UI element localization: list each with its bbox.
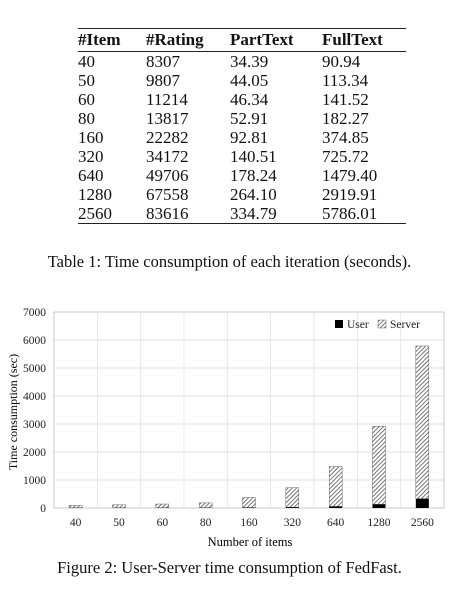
- table-cell: 90.94: [322, 52, 361, 71]
- table-cell: 160: [78, 128, 104, 147]
- x-tick-label: 320: [284, 517, 302, 529]
- table-cell: 1280: [78, 185, 112, 204]
- x-axis-label: Number of items: [208, 535, 293, 549]
- table-cell: 264.10: [230, 185, 277, 204]
- y-tick-label: 7000: [23, 307, 46, 319]
- table-cell: 67558: [146, 185, 189, 204]
- table-cell: 113.34: [322, 71, 369, 90]
- table-cell: 34.39: [230, 52, 269, 71]
- bar-user: [285, 507, 299, 508]
- table-cell: 22282: [146, 128, 189, 147]
- table-cell: 141.52: [322, 90, 369, 109]
- table-cell: 320: [78, 147, 104, 166]
- table-cell: 40: [78, 52, 95, 71]
- y-tick-label: 3000: [23, 419, 46, 431]
- bar-server: [328, 466, 343, 507]
- table-cell: 50: [78, 71, 95, 90]
- table-header-cell: PartText: [230, 30, 294, 49]
- table-cell: 9807: [146, 71, 180, 90]
- table-caption: Table 1: Time consumption of each iterat…: [47, 252, 412, 271]
- y-tick-label: 5000: [23, 363, 46, 375]
- time-consumption-table: #Item #Rating PartText FullText 40 8307 34.39…: [78, 28, 406, 224]
- table-row: 320 34172 140.51 725.72: [78, 147, 406, 166]
- table-cell: 13817: [146, 109, 189, 128]
- legend-swatch-user: [335, 320, 343, 328]
- x-tick-label: 50: [113, 517, 125, 529]
- bar-user: [329, 506, 343, 508]
- x-tick-label: 80: [200, 517, 212, 529]
- bar-server: [198, 502, 213, 508]
- table-cell: 52.91: [230, 109, 269, 128]
- table-cell: 2560: [78, 204, 112, 223]
- y-axis-label: Time consumption (sec): [6, 354, 20, 470]
- table-cell: 60: [78, 90, 95, 109]
- table-cell: 182.27: [322, 109, 369, 128]
- legend-swatch-server: [377, 319, 387, 329]
- x-tick-label: 60: [157, 517, 169, 529]
- table-cell: 725.72: [322, 147, 369, 166]
- table-cell: 92.81: [230, 128, 269, 147]
- y-tick-label: 1000: [23, 475, 46, 487]
- table-cell: 44.05: [230, 71, 269, 90]
- legend-label-server: Server: [390, 319, 420, 331]
- y-tick-label: 0: [40, 503, 46, 515]
- x-tick-label: 640: [327, 517, 345, 529]
- table-header-cell: #Item: [78, 30, 121, 49]
- bar-server: [242, 497, 256, 508]
- bar-chart: 0 1000 2000 3000 4000 5000 6000 7000 40 50 60 80 16…: [6, 307, 445, 549]
- table-cell: 334.79: [230, 204, 277, 223]
- table-row: 60 11214 46.34 141.52: [78, 90, 406, 109]
- y-tick-label: 6000: [23, 335, 46, 347]
- table-row: 1280 67558 264.10 2919.91: [78, 185, 406, 204]
- legend-label-user: User: [347, 319, 369, 331]
- bar-server: [372, 426, 386, 505]
- figure-caption: Figure 2: User-Server time consumption o…: [57, 558, 402, 577]
- table-cell: 11214: [146, 90, 188, 109]
- table-cell: 1479.40: [322, 166, 378, 185]
- bar-server: [112, 504, 126, 509]
- y-tick-label: 4000: [23, 391, 46, 403]
- x-tick-label: 1280: [368, 517, 391, 529]
- y-tick-label: 2000: [23, 447, 46, 459]
- table-header-cell: FullText: [322, 30, 383, 49]
- table-row: 2560 83616 334.79 5786.01: [78, 204, 406, 224]
- x-tick-label: 40: [70, 517, 82, 529]
- bar-server: [68, 505, 83, 509]
- table-row: 160 22282 92.81 374.85: [78, 128, 406, 147]
- table-cell: 80: [78, 109, 95, 128]
- x-tick-label: 2560: [411, 517, 434, 529]
- bar-user: [415, 498, 429, 508]
- table-row: 40 8307 34.39 90.94: [78, 52, 406, 72]
- table-header-cell: #Rating: [146, 30, 204, 49]
- table-cell: 374.85: [322, 128, 369, 147]
- table-cell: 34172: [146, 147, 189, 166]
- bar-user: [372, 504, 386, 508]
- table-cell: 49706: [146, 166, 189, 185]
- table-cell: 178.24: [230, 166, 277, 185]
- table-cell: 8307: [146, 52, 180, 71]
- table-row: 80 13817 52.91 182.27: [78, 109, 406, 128]
- table-row: 640 49706 178.24 1479.40: [78, 166, 406, 185]
- table-row: 50 9807 44.05 113.34: [78, 71, 406, 90]
- table-cell: 5786.01: [322, 204, 378, 223]
- bar-server: [415, 345, 430, 499]
- bar-server: [155, 503, 170, 509]
- table-cell: 46.34: [230, 90, 269, 109]
- table-cell: 140.51: [230, 147, 277, 166]
- table-cell: 640: [78, 166, 104, 185]
- table-cell: 2919.91: [322, 185, 378, 204]
- bar-server: [285, 487, 300, 508]
- table-cell: 83616: [146, 204, 189, 223]
- x-tick-label: 160: [240, 517, 258, 529]
